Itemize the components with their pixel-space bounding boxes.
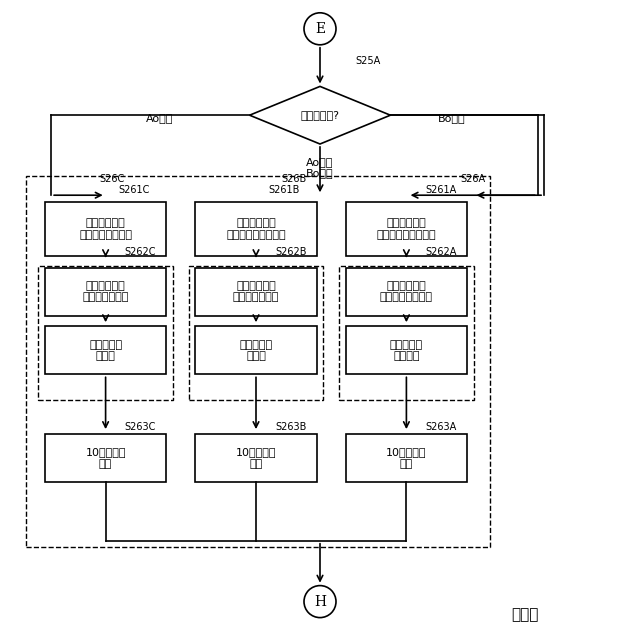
Text: S263A: S263A bbox=[426, 422, 457, 432]
Text: 図１３: 図１３ bbox=[511, 607, 538, 622]
Text: バーナ装置
「中」: バーナ装置 「中」 bbox=[89, 340, 122, 361]
Text: 「閉塞進行」
「面積注意」を表示: 「閉塞進行」 「面積注意」を表示 bbox=[226, 218, 286, 239]
Text: S26B: S26B bbox=[282, 174, 307, 184]
Text: Ao未満
Bo以上: Ao未満 Bo以上 bbox=[306, 157, 334, 179]
Text: 10分間程度
待機: 10分間程度 待機 bbox=[386, 447, 427, 468]
Text: Ao以上: Ao以上 bbox=[147, 113, 173, 123]
Text: S263B: S263B bbox=[275, 422, 307, 432]
Text: S261A: S261A bbox=[426, 185, 457, 195]
Text: S26C: S26C bbox=[99, 174, 124, 184]
Text: S261B: S261B bbox=[269, 185, 300, 195]
Text: S263C: S263C bbox=[125, 422, 156, 432]
Text: 塩基度調整剤
供給装置「最高」: 塩基度調整剤 供給装置「最高」 bbox=[380, 281, 433, 302]
Text: S262B: S262B bbox=[275, 247, 307, 257]
Text: Bo未満: Bo未満 bbox=[437, 113, 465, 123]
Text: S262A: S262A bbox=[426, 247, 457, 257]
Text: 10分間程度
待機: 10分間程度 待機 bbox=[236, 447, 276, 468]
Text: S25A: S25A bbox=[355, 56, 380, 66]
Text: 「閉塞進行」
「面積大」を表示: 「閉塞進行」 「面積大」を表示 bbox=[79, 218, 132, 239]
Text: 「閉塞進行」
「閉塞傾向」を表示: 「閉塞進行」 「閉塞傾向」を表示 bbox=[376, 218, 436, 239]
Text: 塩基度調整剤
供給装置「高」: 塩基度調整剤 供給装置「高」 bbox=[233, 281, 279, 302]
Text: バーナ装置
「最高」: バーナ装置 「最高」 bbox=[390, 340, 423, 361]
Text: 開口面積は?: 開口面積は? bbox=[301, 110, 339, 120]
Text: E: E bbox=[315, 22, 325, 36]
Text: 10分間程度
待機: 10分間程度 待機 bbox=[85, 447, 126, 468]
Text: S261C: S261C bbox=[118, 185, 150, 195]
Text: 塩基度調整剤
供給装置「中」: 塩基度調整剤 供給装置「中」 bbox=[83, 281, 129, 302]
Text: バーナ装置
「高」: バーナ装置 「高」 bbox=[239, 340, 273, 361]
Text: H: H bbox=[314, 595, 326, 609]
Text: S26A: S26A bbox=[461, 174, 486, 184]
Text: S262C: S262C bbox=[125, 247, 156, 257]
